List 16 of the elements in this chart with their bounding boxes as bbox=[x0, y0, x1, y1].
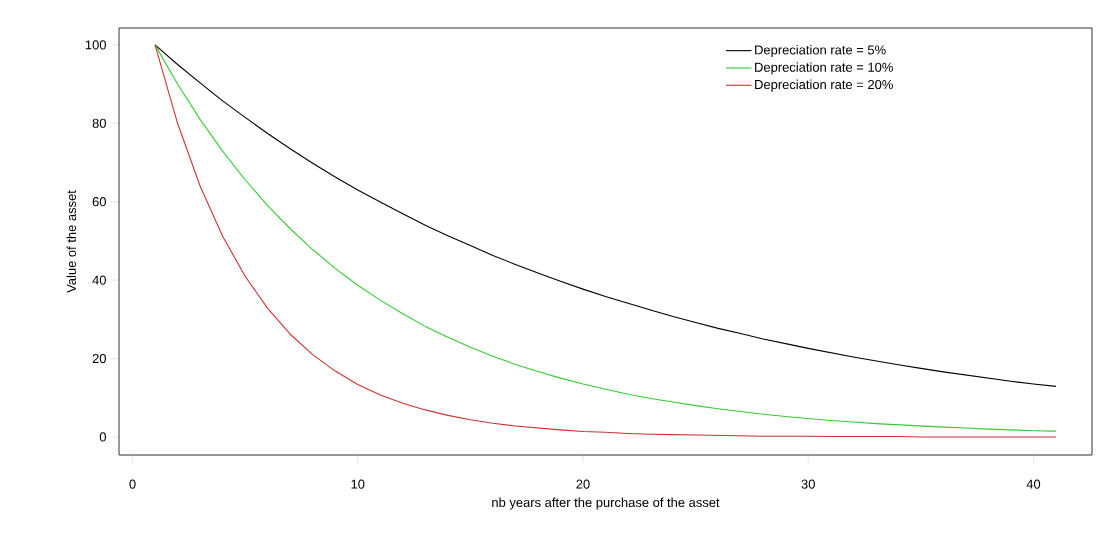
x-tick-label: 40 bbox=[1026, 479, 1041, 489]
x-tick-label: 20 bbox=[576, 479, 590, 489]
y-tick-label: 100 bbox=[85, 40, 106, 50]
x-axis-title: nb years after the purchase of the asset bbox=[492, 497, 720, 510]
legend-label: Depreciation rate = 20% bbox=[755, 79, 893, 92]
legend-label: Depreciation rate = 10% bbox=[755, 62, 893, 75]
x-tick-label: 10 bbox=[351, 479, 365, 489]
y-tick-label: 40 bbox=[92, 275, 106, 285]
x-tick-label: 0 bbox=[129, 479, 136, 489]
y-tick-label: 60 bbox=[92, 197, 106, 207]
legend-label: Depreciation rate = 5% bbox=[755, 44, 886, 58]
y-tick-label: 0 bbox=[99, 432, 106, 442]
x-tick-label: 30 bbox=[801, 479, 815, 489]
y-axis-title: Value of the asset bbox=[66, 190, 77, 293]
y-tick-label: 80 bbox=[92, 118, 106, 128]
y-tick-label: 20 bbox=[92, 353, 106, 364]
